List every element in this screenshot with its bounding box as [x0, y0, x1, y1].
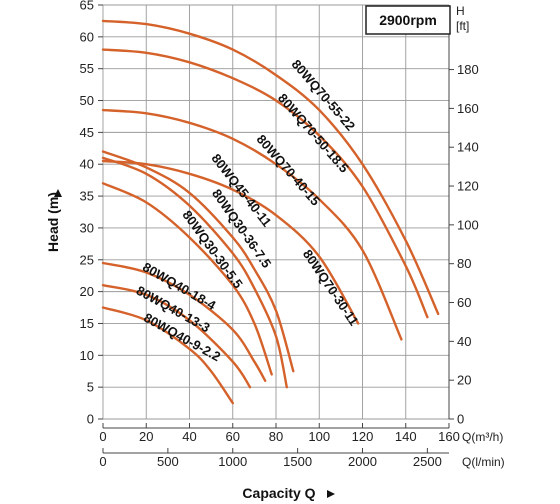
x-axis-arrow-icon: [327, 490, 335, 498]
x2-unit-label: Q(l/min): [462, 455, 505, 469]
x-tick-label: 80: [269, 429, 283, 444]
y-tick-label: 15: [80, 316, 94, 331]
y-tick-label: 55: [80, 61, 94, 76]
x2-tick-label: 2000: [348, 454, 377, 469]
y2-tick-label: 0: [457, 412, 464, 427]
series-line: [101, 284, 252, 389]
x-tick-label: 120: [352, 429, 374, 444]
rpm-box: [365, 5, 451, 35]
y-tick-label: 40: [80, 157, 94, 172]
series-line: [101, 108, 403, 341]
y-tick-label: 35: [80, 189, 94, 204]
x2-tick-label: 0: [99, 454, 106, 469]
y-tick-label: 60: [80, 29, 94, 44]
axes: 0 5 10 15 20 25 30 35 40 45 50 55 60 65 0 20 40 60 80 100 12…: [80, 0, 479, 469]
x2-tick-label: 2500: [413, 454, 442, 469]
curves: 80WQ70-55-2280WQ70-50-18.580WQ70-40-1580…: [101, 19, 440, 405]
y-axis-arrow-icon: [54, 189, 62, 197]
y-tick-label: 30: [80, 220, 94, 235]
y2-tick-label: 120: [457, 179, 479, 194]
series-line: [101, 19, 440, 316]
grid: [102, 4, 450, 420]
x-axis-title: Capacity Q: [242, 485, 315, 501]
x-tick-label: 60: [226, 429, 240, 444]
series-line: [101, 156, 288, 389]
y2-tick-label: 100: [457, 217, 479, 232]
y2-tick-label: 160: [457, 101, 479, 116]
series-line: [101, 261, 267, 382]
x-unit-label: Q(m³/h): [462, 430, 503, 444]
y-tick-label: 65: [80, 0, 94, 13]
series-line: [101, 159, 360, 325]
series-label: 80WQ70-30-11: [300, 247, 362, 328]
x-tick-label: 20: [139, 429, 153, 444]
x-tick-label: 100: [308, 429, 330, 444]
chart-title: 2900rpm: [379, 12, 437, 28]
x-tick-label: 0: [99, 429, 106, 444]
y2-tick-label: 180: [457, 62, 479, 77]
y-tick-label: 0: [87, 412, 94, 427]
y2-tick-label: 80: [457, 256, 471, 271]
series-line: [101, 150, 295, 373]
y-tick-label: 50: [80, 93, 94, 108]
y2-tick-label: 140: [457, 140, 479, 155]
y2-tick-label: 40: [457, 334, 471, 349]
x2-tick-label: 1500: [283, 454, 312, 469]
y2-unit-top: H: [456, 4, 465, 18]
y-tick-label: 45: [80, 125, 94, 140]
y-tick-label: 20: [80, 284, 94, 299]
y-tick-label: 25: [80, 252, 94, 267]
x-tick-label: 40: [182, 429, 196, 444]
y-tick-label: 10: [80, 348, 94, 363]
y-tick-label: 5: [87, 380, 94, 395]
y-axis-title: Head (m): [45, 192, 61, 252]
series-line: [101, 306, 234, 405]
series-line: [101, 182, 273, 376]
y2-unit-bottom: [ft]: [456, 19, 469, 33]
x-tick-label: 160: [438, 429, 460, 444]
x2-tick-label: 1000: [218, 454, 247, 469]
x-tick-label: 140: [395, 429, 417, 444]
series-line: [101, 48, 429, 319]
y2-tick-label: 20: [457, 373, 471, 388]
x2-tick-label: 500: [157, 454, 179, 469]
y2-tick-label: 60: [457, 295, 471, 310]
